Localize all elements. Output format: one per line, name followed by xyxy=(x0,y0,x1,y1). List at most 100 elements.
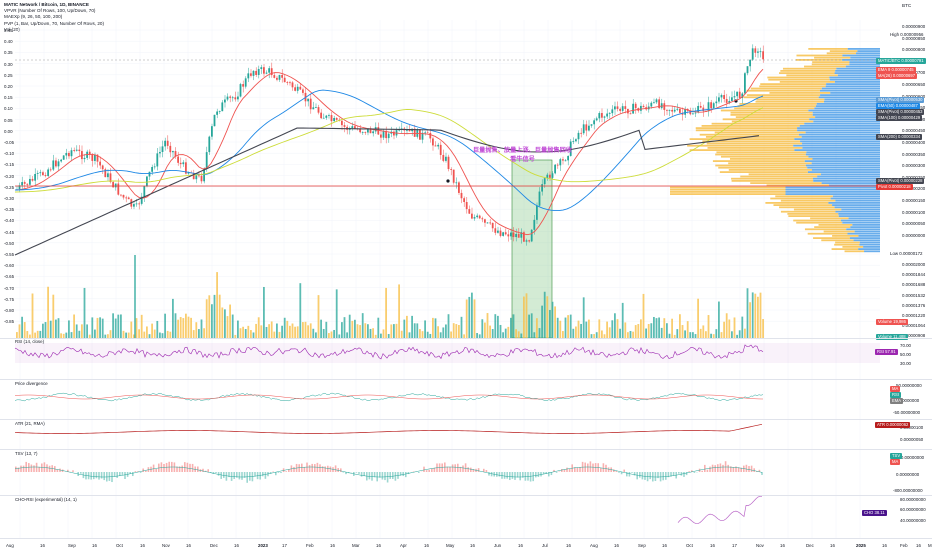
candle xyxy=(143,186,146,197)
candle xyxy=(455,182,458,184)
volume-bar xyxy=(585,321,588,338)
volume-axis-tick: 0.00001844 xyxy=(902,272,926,278)
tsv-bar xyxy=(730,466,732,472)
volume-bar xyxy=(174,313,177,338)
candle xyxy=(242,84,244,87)
candle xyxy=(556,164,559,166)
rsi-title[interactable]: RSI (14, close) xyxy=(15,339,45,344)
price-axis-tick: 0.00000300 xyxy=(902,163,926,169)
div-axis-m50: -50.00000000 xyxy=(893,410,921,415)
candle xyxy=(684,109,686,115)
candle xyxy=(562,159,564,161)
tsv-bar xyxy=(490,472,493,477)
legend-ma[interactable]: MAEXp (9, 26, 50, 100, 200) xyxy=(4,14,63,20)
volume-profile-bar xyxy=(797,127,880,129)
candle xyxy=(733,96,736,98)
volume-profile-bar xyxy=(739,103,817,105)
tsv-bar xyxy=(246,472,248,483)
panel-separator xyxy=(0,419,932,420)
tsv-bar xyxy=(589,461,592,472)
time-axis-tick: Nov xyxy=(756,543,764,548)
legend-title[interactable]: MATIC Network / Bitcoin, 1D, BINANCE xyxy=(4,2,89,7)
volume-profile-bar xyxy=(788,215,839,217)
tsv-bar xyxy=(17,467,20,472)
volume-profile-bar xyxy=(670,186,786,189)
volume-bar xyxy=(489,325,491,338)
tsv-title[interactable]: TSV (13, 7) xyxy=(15,451,38,456)
tsv-bar xyxy=(363,472,365,477)
ma-line xyxy=(14,127,760,256)
tsv-bar xyxy=(321,466,324,472)
atr-title[interactable]: ATR (21, RMA) xyxy=(15,421,45,426)
candle xyxy=(445,156,447,161)
volume-bar xyxy=(468,296,471,338)
candle xyxy=(653,102,655,104)
tsv-bar xyxy=(176,466,178,472)
volume-bar xyxy=(731,331,733,338)
volume-bar xyxy=(177,319,179,338)
volume-bar xyxy=(374,334,377,338)
price-axis-tick: 0.00000600 xyxy=(902,94,925,99)
chart-annotation[interactable]: 巨量抛售、放量上涨、巨量抛售回收 看牛信号 xyxy=(473,145,572,163)
tsv-bar xyxy=(740,467,742,472)
tsv-bar xyxy=(680,472,683,476)
volume-profile-bar xyxy=(844,250,865,253)
rsi-tag: RSI 57.91 xyxy=(875,349,898,355)
price-tag: SMA(200) 0.00000334 xyxy=(876,134,923,140)
volume-bar xyxy=(629,330,632,338)
tsv-bar xyxy=(446,466,449,472)
tsv-bar xyxy=(113,472,116,477)
volume-bar xyxy=(416,323,419,338)
tsv-bar xyxy=(178,466,181,472)
tsv-bar xyxy=(701,470,703,472)
volume-bar xyxy=(192,330,195,338)
volume-tag-sell: Volume 19,986 xyxy=(876,319,908,325)
tsv-bar xyxy=(262,472,264,477)
time-axis-tick: 16 xyxy=(424,543,429,548)
volume-bar xyxy=(52,294,55,338)
tsv-bar xyxy=(693,472,696,473)
time-axis-tick: 17 xyxy=(732,543,737,548)
time-axis-tick: 16 xyxy=(830,543,835,548)
volume-bar xyxy=(234,334,237,338)
volume-profile-bar xyxy=(807,171,880,173)
volume-profile-bar xyxy=(835,210,880,213)
volume-profile-bar xyxy=(755,100,824,103)
volume-bar xyxy=(343,317,346,338)
div-axis-50: 50.00000000 xyxy=(896,383,922,388)
volume-bar xyxy=(603,334,606,338)
price-tag: SMA(Pivot) 0.00000228 xyxy=(876,178,925,184)
candle xyxy=(741,93,744,99)
cho-title[interactable]: CHO-RSI (experimental) (14, 1) xyxy=(15,497,77,502)
indicator-panels xyxy=(14,343,880,524)
legend-pvp[interactable]: PVP (1, Bar, Up/Down, 70, Number Of Rows… xyxy=(4,20,104,26)
volume-profile-bar xyxy=(808,48,848,50)
volume-bar xyxy=(231,314,234,338)
left-axis-tick: 0.30 xyxy=(4,61,13,67)
volume-bar xyxy=(751,292,754,338)
volume-bar xyxy=(504,328,507,338)
volume-profile-bar xyxy=(746,94,821,96)
volume-bar xyxy=(122,330,125,338)
volume-bar xyxy=(172,298,174,338)
price-tag: EMA(50) 0.00000487 xyxy=(876,103,920,109)
candle xyxy=(416,129,419,137)
legend-vol[interactable]: Vol (20) xyxy=(4,26,20,32)
volume-profile-bar xyxy=(720,155,809,158)
divergence-title[interactable]: Price divergence xyxy=(15,381,48,386)
candle xyxy=(88,151,91,155)
volume-bar xyxy=(49,320,52,338)
candle xyxy=(393,131,395,136)
tsv-bar xyxy=(555,472,558,473)
candle xyxy=(65,152,68,156)
candle xyxy=(192,172,195,180)
volume-bar xyxy=(647,324,650,338)
volume-bar xyxy=(62,333,65,338)
tsv-bar xyxy=(301,463,303,472)
legend-vpvr[interactable]: VPVR (Number Of Rows, 100, Up/Down, 70) xyxy=(4,8,96,14)
tsv-bar xyxy=(275,472,277,476)
tsv-bar xyxy=(254,472,256,477)
tsv-bar xyxy=(636,472,638,480)
volume-bar xyxy=(668,333,671,338)
